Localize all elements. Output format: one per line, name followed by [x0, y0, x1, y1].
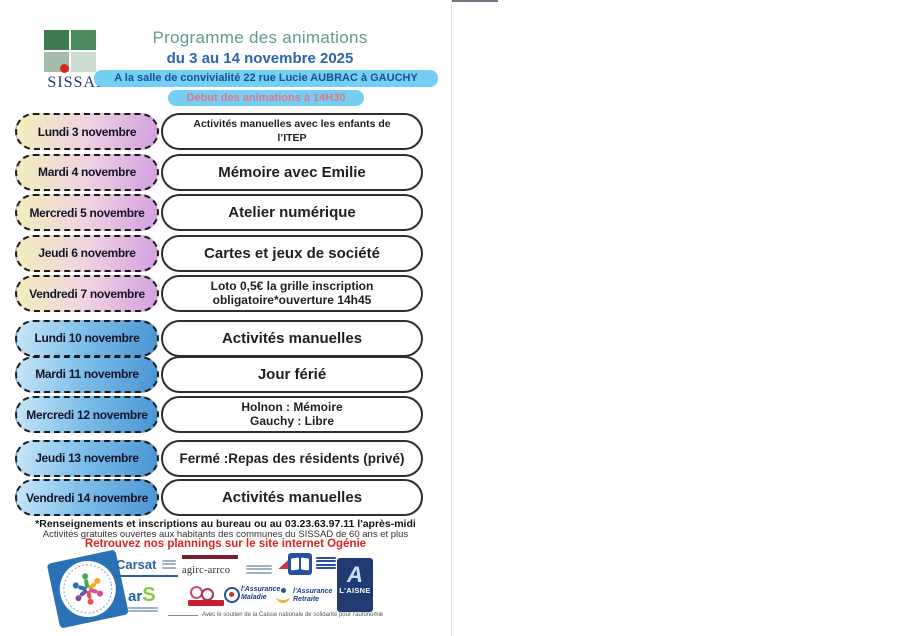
date-pill: Mardi 4 novembre — [15, 153, 159, 191]
schedule-row: Lundi 3 novembre Activités manuelles ave… — [0, 113, 451, 151]
date-pill: Mercredi 5 novembre — [15, 194, 159, 231]
website-info: Retrouvez nos plannings sur le site inte… — [84, 538, 367, 550]
red-partner-logo — [188, 586, 228, 608]
aisne-sub — [337, 596, 373, 601]
caption-rule — [168, 614, 198, 616]
habitat-smallprint — [246, 563, 272, 575]
page-title: Programme des animations — [152, 28, 368, 47]
time-banner: Début des animations à 14H30 — [168, 90, 364, 106]
activity-label: Jour férié — [257, 365, 327, 383]
carsat-label: Carsat — [116, 557, 157, 572]
activity-box: Activités manuelles — [161, 319, 423, 357]
flyer-page: SISSAD Programme des animations du 3 au … — [0, 0, 452, 636]
activity-label: Cartes et jeux de société — [204, 244, 380, 262]
activity-box: Activités manuelles — [161, 479, 423, 516]
book-partner-logo — [288, 553, 340, 577]
schedule-row: Jeudi 6 novembre Cartes et jeux de socié… — [0, 234, 451, 273]
activity-label: Atelier numérique — [228, 204, 356, 221]
eligibility-info: Activités gratuites ouvertes aux habitan… — [42, 529, 409, 540]
activity-label: Activités manuelles — [221, 329, 363, 347]
activity-box: Jour férié — [161, 355, 423, 393]
schedule-row: Mercredi 5 novembre Atelier numérique — [0, 194, 451, 232]
ars-smallprint — [128, 606, 158, 612]
date-label: Mardi 11 novembre — [35, 367, 139, 381]
assurance-retraite-head-icon — [281, 588, 286, 593]
date-label: Mercredi 5 novembre — [29, 205, 145, 220]
date-label: Lundi 10 novembre — [34, 331, 140, 345]
aisne-a-icon: A — [347, 562, 363, 587]
activity-box: Holnon : Mémoire Gauchy : Libre — [161, 396, 423, 433]
date-label: Lundi 3 novembre — [37, 124, 137, 139]
schedule-row: Jeudi 13 novembre Fermé :Repas des résid… — [0, 439, 451, 478]
book-smallprint — [316, 555, 336, 571]
schedule-row: Lundi 10 novembre Activités manuelles — [0, 319, 451, 358]
date-pill: Jeudi 13 novembre — [15, 439, 159, 477]
page-subtitle: du 3 au 14 novembre 2025 — [166, 50, 354, 67]
date-pill: Lundi 10 novembre — [15, 319, 159, 357]
book-icon — [288, 553, 312, 575]
date-pill: Lundi 3 novembre — [15, 113, 159, 150]
support-caption: Avec le soutien de la Caisse nationale d… — [168, 612, 388, 618]
schedule-row: Mercredi 12 novembre Holnon : Mémoire Ga… — [0, 396, 451, 434]
schedule-row: Vendredi 14 novembre Activités manuelles — [0, 479, 451, 517]
sissad-logo: SISSAD — [38, 28, 118, 96]
ars-ar-label: ar — [128, 588, 143, 605]
date-label: Mardi 4 novembre — [38, 165, 136, 179]
logo-square-icon — [44, 30, 69, 50]
activity-box: Mémoire avec Emilie — [161, 153, 423, 191]
date-label: Vendredi 7 novembre — [29, 286, 145, 301]
activity-label: Fermé :Repas des résidents (privé) — [179, 450, 405, 466]
activity-box: Cartes et jeux de société — [161, 234, 423, 272]
agirc-bar — [182, 555, 238, 559]
activity-label: Activités manuelles — [221, 489, 363, 506]
date-pill: Mercredi 12 novembre — [15, 396, 159, 433]
carsat-smallprint — [162, 558, 176, 570]
assurance-retraite-swoosh-icon — [276, 588, 290, 603]
activity-label: Mémoire avec Emilie — [218, 163, 366, 181]
activity-label: Loto 0,5€ la grille inscription obligato… — [210, 278, 374, 307]
logo-dot-icon — [60, 64, 69, 73]
schedule-row: Vendredi 7 novembre Loto 0,5€ la grille … — [0, 275, 451, 313]
schedule-row: Mardi 11 novembre Jour férié — [0, 355, 451, 394]
activity-box: Atelier numérique — [161, 194, 423, 231]
date-pill: Vendredi 14 novembre — [15, 479, 159, 516]
activity-label: Activités manuelles avec les enfants de … — [193, 117, 391, 144]
registration-info: *Renseignements et inscriptions au burea… — [35, 518, 416, 530]
aisne-label: L'AISNE — [339, 586, 371, 595]
ars-s-label: S — [142, 584, 156, 606]
assurance-maladie-label: l'Assurance Maladie — [241, 586, 281, 602]
assurance-maladie-icon — [224, 587, 240, 603]
activity-box: Fermé :Repas des résidents (privé) — [161, 439, 423, 477]
carsat-rule — [116, 575, 178, 577]
location-banner: A la salle de convivialité 22 rue Lucie … — [94, 70, 438, 87]
carsat-region — [116, 577, 178, 583]
date-pill: Jeudi 6 novembre — [15, 234, 159, 272]
logo-square-icon — [71, 30, 96, 50]
date-label: Jeudi 6 novembre — [38, 246, 136, 260]
schedule-row: Mardi 4 novembre Mémoire avec Emilie — [0, 153, 451, 192]
date-label: Vendredi 14 novembre — [25, 490, 149, 505]
activity-box: Activités manuelles avec les enfants de … — [161, 113, 423, 150]
logo-square-icon — [71, 52, 96, 72]
ars-logo: arS — [128, 584, 172, 614]
date-label: Mercredi 12 novembre — [26, 407, 148, 422]
date-pill: Mardi 11 novembre — [15, 355, 159, 393]
carsat-logo: Carsat — [116, 556, 178, 583]
conference-des-financeurs-badge-icon — [42, 550, 134, 630]
date-pill: Vendredi 7 novembre — [15, 275, 159, 312]
date-label: Jeudi 13 novembre — [35, 451, 139, 465]
caption-text: Avec le soutien de la Caisse nationale d… — [202, 612, 384, 618]
agirc-label: agirc-arrco — [182, 565, 231, 576]
red-logo-bar — [188, 600, 224, 606]
activity-box: Loto 0,5€ la grille inscription obligato… — [161, 275, 423, 312]
assurance-retraite-label: l'Assurance Retraite — [293, 588, 333, 604]
activity-label: Holnon : Mémoire Gauchy : Libre — [241, 399, 343, 428]
aisne-department-logo: A L'AISNE — [337, 558, 373, 612]
agirc-arrco-logo: agirc-arrco — [182, 555, 238, 578]
logo-text: SISSAD — [47, 74, 109, 91]
